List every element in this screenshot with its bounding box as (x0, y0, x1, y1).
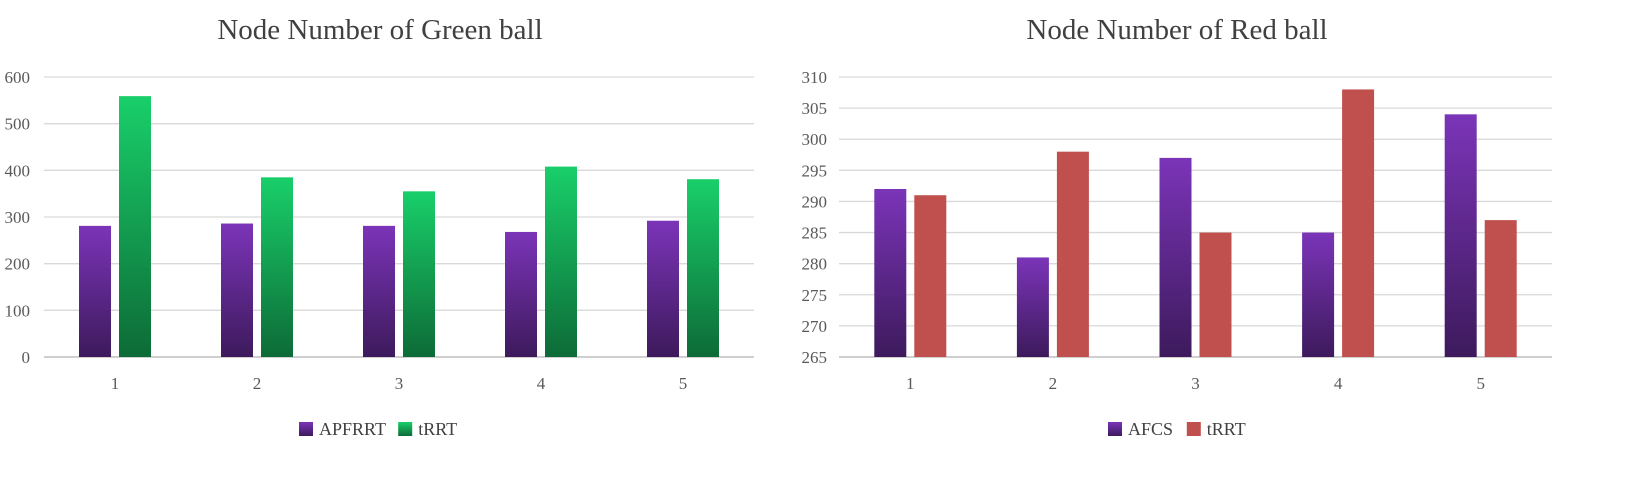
bar-afcs-2 (1016, 257, 1049, 357)
legend-label-trrt: tRRT (418, 419, 457, 439)
legend-swatch-trrt (398, 422, 413, 436)
bar-trrt-1 (119, 96, 151, 357)
y-tick-label: 400 (5, 161, 31, 180)
y-tick-label: 100 (5, 301, 31, 320)
x-tick-label: 1 (906, 374, 915, 393)
bar-trrt-5 (1484, 220, 1517, 357)
y-tick-label: 280 (802, 255, 828, 274)
bar-trrt-3 (1199, 232, 1232, 357)
chart-title: Node Number of Red ball (1026, 14, 1327, 46)
green-ball-chart: Node Number of Green ball 0 100 200 300 400 5… (0, 0, 780, 479)
bar-trrt-4 (545, 166, 577, 357)
bar-trrt-4 (1342, 89, 1375, 357)
bar-trrt-5 (687, 179, 719, 357)
y-tick-label: 270 (802, 317, 828, 336)
bar-afcs-4 (1302, 232, 1335, 357)
bar-apfrrt-1 (79, 225, 111, 357)
bar-trrt-2 (261, 177, 293, 357)
bar-apfrrt-4 (505, 231, 537, 357)
bar-apfrrt-3 (363, 225, 395, 357)
y-tick-label: 275 (802, 286, 828, 305)
x-tick-label: 5 (679, 374, 688, 393)
bar-afcs-5 (1444, 114, 1477, 357)
legend-label-trrt: tRRT (1207, 419, 1246, 439)
y-tick-label: 265 (802, 348, 828, 367)
x-tick-label: 5 (1476, 374, 1485, 393)
bar-trrt-3 (403, 191, 435, 357)
x-tick-label: 4 (1334, 374, 1343, 393)
x-tick-label: 3 (1191, 374, 1200, 393)
bar-trrt-2 (1056, 151, 1089, 357)
bar-afcs-3 (1159, 157, 1192, 357)
y-tick-label: 310 (802, 68, 828, 87)
x-tick-label: 4 (537, 374, 546, 393)
x-tick-label: 3 (395, 374, 404, 393)
y-tick-label: 295 (802, 161, 828, 180)
bar-apfrrt-2 (221, 223, 253, 357)
red-ball-chart: Node Number of Red ball 265 270 275 280 285 2… (800, 0, 1620, 479)
x-tick-label: 2 (1049, 374, 1058, 393)
x-tick-label: 1 (111, 374, 120, 393)
y-tick-label: 305 (802, 99, 828, 118)
legend-swatch-trrt (1186, 422, 1201, 436)
y-tick-label: 200 (5, 255, 31, 274)
bar-apfrrt-5 (647, 220, 679, 357)
y-tick-label: 300 (802, 130, 828, 149)
red-ball-chart-svg: Node Number of Red ball 265 270 275 280 285 2… (802, 14, 1552, 439)
bar-trrt-1 (914, 195, 947, 357)
x-tick-label: 2 (253, 374, 262, 393)
legend: APFRRT tRRT (299, 419, 457, 439)
y-tick-label: 290 (802, 192, 828, 211)
legend-swatch-apfrrt (299, 422, 313, 436)
green-ball-chart-svg: Node Number of Green ball 0 100 200 300 400 5… (5, 14, 754, 439)
y-tick-label: 0 (22, 348, 31, 367)
legend: AFCS tRRT (1108, 419, 1246, 439)
chart-title: Node Number of Green ball (217, 14, 542, 46)
y-tick-label: 300 (5, 208, 31, 227)
legend-swatch-afcs (1108, 422, 1122, 436)
y-tick-label: 600 (5, 68, 31, 87)
legend-label-apfrrt: APFRRT (319, 419, 386, 439)
y-tick-label: 285 (802, 224, 828, 243)
legend-label-afcs: AFCS (1128, 419, 1173, 439)
bar-afcs-1 (874, 189, 907, 357)
y-tick-label: 500 (5, 115, 31, 134)
